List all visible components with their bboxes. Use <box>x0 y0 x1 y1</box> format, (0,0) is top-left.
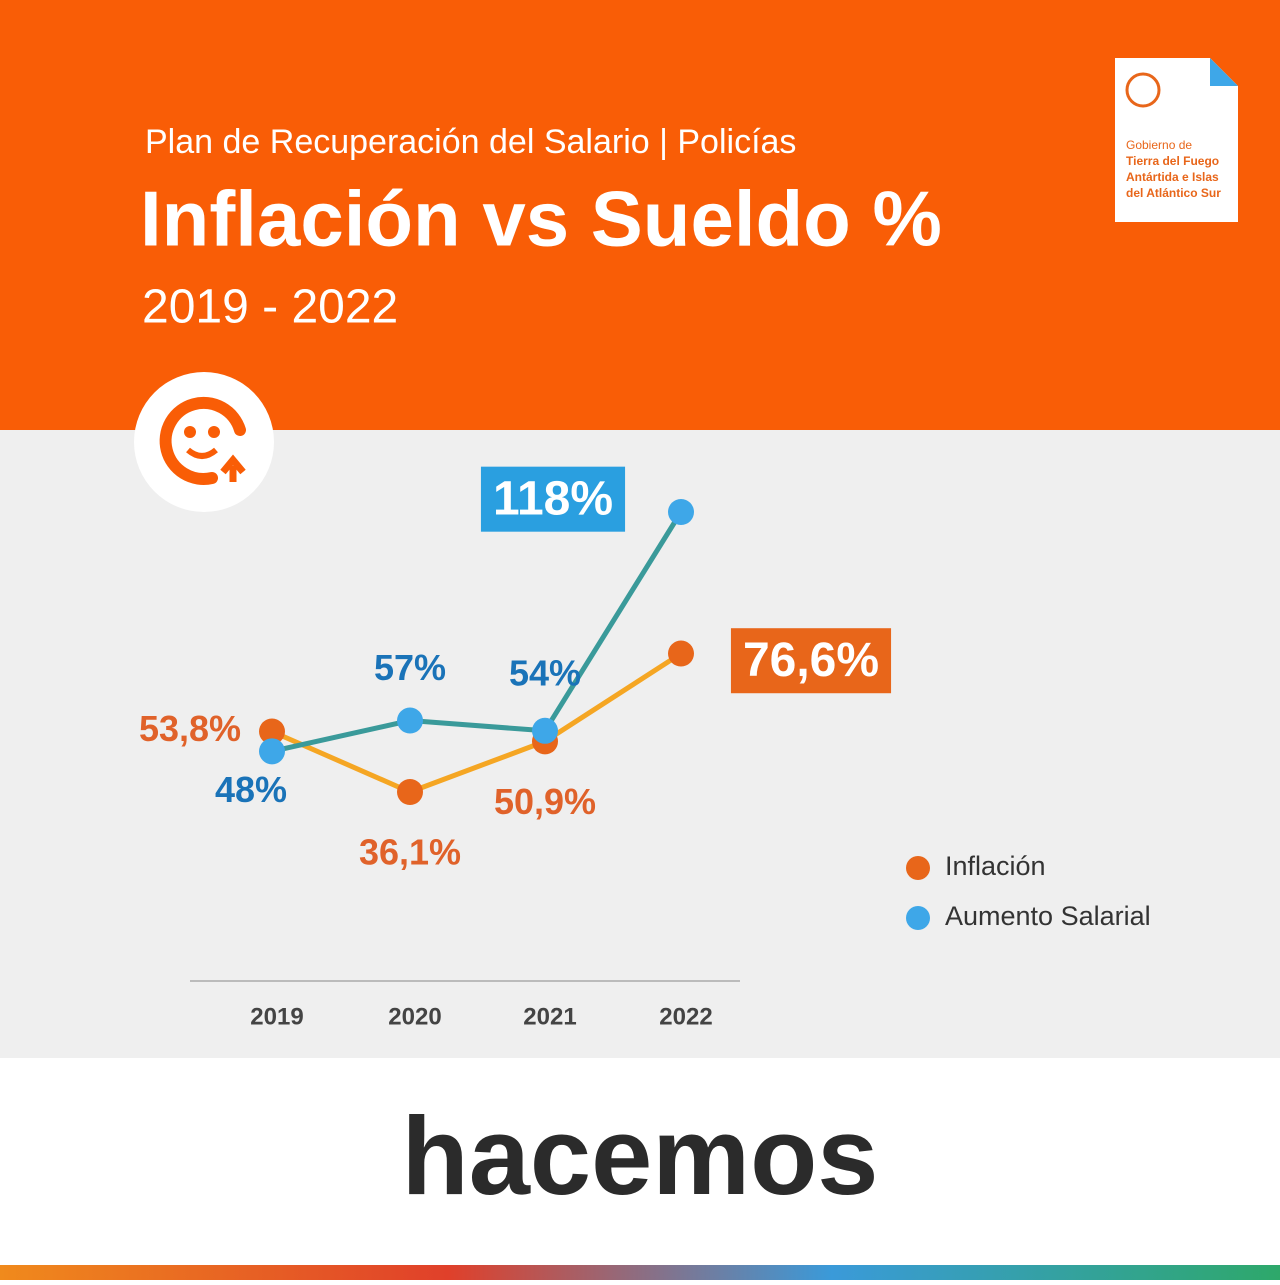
brand: hacemos <box>402 1095 879 1218</box>
data-label-group: 36,1% <box>359 832 461 873</box>
data-label-group: 57% <box>374 647 446 688</box>
logo-text: Tierra del Fuego <box>1126 154 1219 168</box>
legend-swatch <box>906 856 930 880</box>
data-label: 36,1% <box>359 832 461 873</box>
series-line <box>270 651 683 795</box>
data-label: 54% <box>509 652 581 693</box>
logo-text: del Atlántico Sur <box>1126 186 1221 200</box>
data-label-box <box>480 466 626 532</box>
title: Inflación vs Sueldo % <box>140 175 942 263</box>
x-tick-label: 2021 <box>523 1003 576 1030</box>
series-line <box>271 510 684 754</box>
icon-arrow <box>220 454 246 482</box>
logo-text: Gobierno de <box>1126 138 1192 152</box>
data-label-box <box>730 628 892 694</box>
data-label-group: 50,9% <box>494 781 596 822</box>
legend-label: Aumento Salarial <box>945 901 1151 931</box>
data-label-group: 48% <box>215 769 287 810</box>
data-label: 50,9% <box>494 781 596 822</box>
footer-bar <box>0 1265 1280 1280</box>
icon-face <box>159 396 246 485</box>
data-point <box>668 640 694 667</box>
x-tick-label: 2022 <box>659 1003 712 1030</box>
data-label: 118% <box>493 473 613 526</box>
logo-text: Antártida e Islas <box>1126 170 1219 184</box>
data-point <box>668 499 694 525</box>
data-point <box>259 738 285 765</box>
data-point <box>532 717 558 744</box>
icon-eye <box>208 426 220 438</box>
data-label-group: 53,8% <box>139 708 241 749</box>
logo-card <box>1115 58 1238 222</box>
data-point <box>397 779 423 805</box>
icon-eye <box>184 426 196 438</box>
logo-corner <box>1210 58 1238 86</box>
data-label: 48% <box>215 769 287 810</box>
period: 2019 - 2022 <box>142 281 398 334</box>
footer-bg <box>0 1058 1280 1265</box>
icon <box>134 372 274 512</box>
x-tick-label: 2019 <box>250 1003 303 1030</box>
data-label: 76,6% <box>743 634 879 687</box>
icon-bg <box>134 372 274 512</box>
x-tick-label: 2020 <box>388 1003 441 1030</box>
data-point <box>397 707 423 734</box>
legend-label: Inflación <box>945 851 1046 881</box>
data-label-group: 118% <box>480 466 626 532</box>
legend-swatch <box>906 906 930 930</box>
icon-smile <box>186 447 218 459</box>
chart-bg <box>0 430 1280 1058</box>
data-label: 57% <box>374 647 446 688</box>
header-bg <box>0 0 1280 430</box>
subtitle: Plan de Recuperación del Salario | Polic… <box>145 123 796 161</box>
data-label-group: 54% <box>509 652 581 693</box>
logo: Gobierno de Tierra del Fuego Antártida e… <box>1115 58 1238 222</box>
logo-emblem <box>1125 72 1161 108</box>
data-label-group: 76,6% <box>730 628 892 694</box>
data-label: 53,8% <box>139 708 241 749</box>
data-point <box>259 718 285 745</box>
